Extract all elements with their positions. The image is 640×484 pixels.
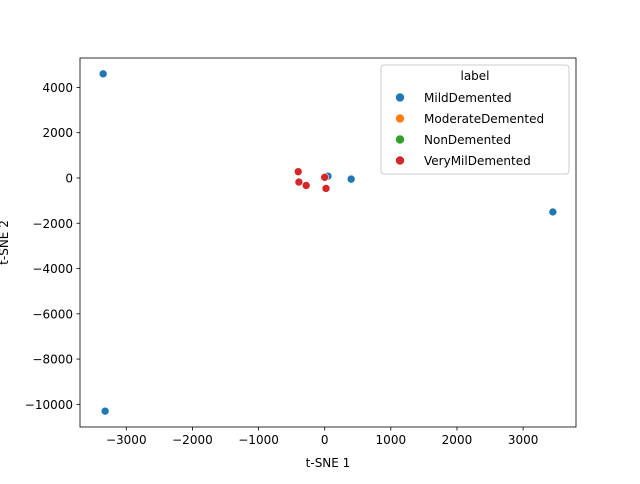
data-point bbox=[294, 177, 304, 187]
x-axis-label: t-SNE 1 bbox=[306, 456, 351, 470]
x-tick-label: −1000 bbox=[238, 433, 279, 447]
y-tick-label: 4000 bbox=[42, 81, 73, 95]
y-axis-label: t-SNE 2 bbox=[0, 220, 11, 265]
x-tick-label: −2000 bbox=[172, 433, 213, 447]
legend: label MildDemented ModerateDemented NonDem… bbox=[380, 64, 570, 175]
legend-items: MildDemented ModerateDemented NonDemented V… bbox=[395, 91, 544, 168]
legend-label: VeryMilDemented bbox=[424, 154, 531, 168]
x-tick-label: −3000 bbox=[106, 433, 147, 447]
data-point bbox=[548, 207, 558, 217]
data-point bbox=[320, 173, 329, 182]
legend-marker bbox=[395, 134, 405, 145]
x-tick-label: 1000 bbox=[376, 433, 407, 447]
data-point bbox=[301, 181, 311, 190]
y-tick-label: −6000 bbox=[32, 307, 73, 321]
y-tick-label: −2000 bbox=[32, 217, 73, 231]
plot-frame bbox=[79, 57, 577, 428]
legend-marker bbox=[395, 92, 405, 103]
y-tick-label: −10000 bbox=[25, 398, 73, 412]
x-tick-label: 3000 bbox=[508, 433, 539, 447]
data-point bbox=[346, 174, 356, 184]
legend-marker bbox=[395, 155, 405, 166]
y-tick-label: 0 bbox=[65, 171, 73, 185]
legend-label: NonDemented bbox=[424, 133, 511, 147]
legend-marker bbox=[395, 113, 405, 124]
y-axis-ticks: 4000 2000 0 −2000 −4000 −6000 −8000 −10000 bbox=[25, 81, 80, 412]
data-points bbox=[98, 69, 558, 416]
legend-title: label bbox=[460, 69, 489, 83]
data-point bbox=[100, 406, 110, 416]
x-tick-label: 2000 bbox=[442, 433, 473, 447]
data-point bbox=[98, 69, 108, 79]
data-point bbox=[321, 184, 331, 193]
legend-box bbox=[380, 64, 570, 175]
data-point bbox=[293, 167, 303, 176]
legend-label: ModerateDemented bbox=[424, 112, 544, 126]
y-tick-label: −4000 bbox=[32, 262, 73, 276]
x-axis-ticks: −3000 −2000 −1000 0 1000 2000 3000 bbox=[106, 427, 538, 447]
y-tick-label: 2000 bbox=[42, 126, 73, 140]
legend-label: MildDemented bbox=[424, 91, 512, 105]
y-tick-label: −8000 bbox=[32, 353, 73, 367]
x-tick-label: 0 bbox=[321, 433, 329, 447]
